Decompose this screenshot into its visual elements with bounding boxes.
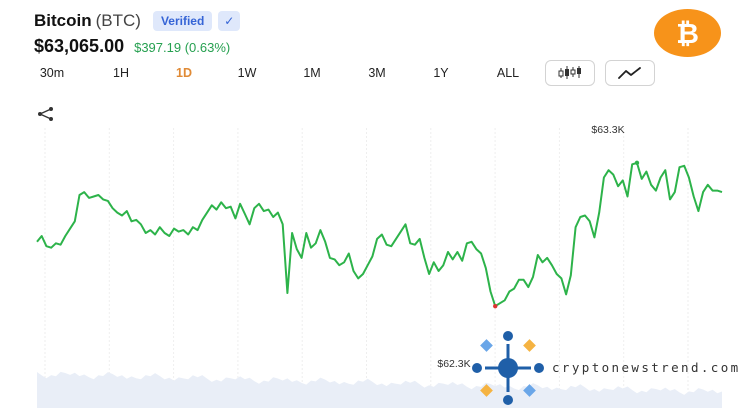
line-chart-icon [618, 67, 641, 79]
line-chart-button[interactable] [605, 60, 655, 86]
watermark-text: cryptonewstrend.com [552, 360, 741, 375]
range-30m-button[interactable]: 30m [39, 66, 65, 80]
range-1w-button[interactable]: 1W [237, 66, 257, 80]
watermark-logo [472, 331, 544, 405]
bitcoin-logo-icon: ₿ [654, 9, 721, 57]
range-3m-button[interactable]: 3M [368, 66, 386, 80]
low-price-label: $62.3K [437, 358, 470, 370]
coin-ticker: (BTC) [95, 11, 141, 30]
candlestick-chart-button[interactable] [545, 60, 595, 86]
share-icon[interactable] [37, 106, 55, 122]
price-line [36, 161, 723, 308]
range-1m-button[interactable]: 1M [303, 66, 321, 80]
range-1h-button[interactable]: 1H [113, 66, 129, 80]
price-row: $63,065.00 $397.19 (0.63%) [34, 36, 230, 57]
range-1y-button[interactable]: 1Y [433, 66, 449, 80]
price-change: $397.19 (0.63%) [134, 40, 231, 55]
current-price: $63,065.00 [34, 36, 125, 56]
range-1d-button[interactable]: 1D [176, 66, 192, 80]
high-price-marker [634, 160, 640, 166]
volume-area [37, 371, 722, 408]
verified-badge: Verified [152, 11, 213, 31]
low-price-marker [493, 303, 498, 309]
coin-header: Bitcoin (BTC) Verified ✓ [34, 10, 241, 32]
range-all-button[interactable]: ALL [496, 66, 520, 80]
checkmark-icon: ✓ [218, 11, 241, 31]
coin-name: Bitcoin [34, 11, 92, 30]
high-price-label: $63.3K [591, 124, 624, 136]
candlestick-icon [558, 66, 581, 79]
